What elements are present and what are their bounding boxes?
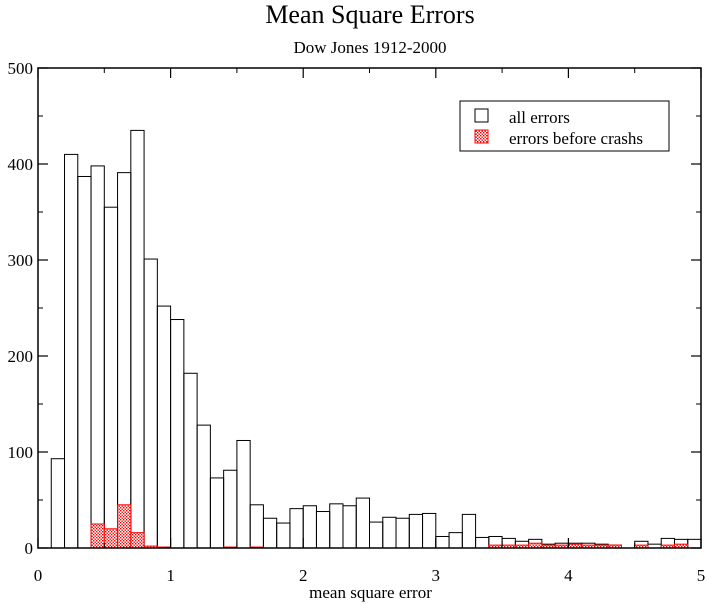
all-errors-bar-16 [262, 517, 278, 549]
x-tick-label-5: 5 [697, 566, 706, 585]
crash-errors-bar-2 [117, 504, 132, 549]
y-tick-label-2: 200 [8, 347, 34, 366]
axis-ticks: 0 1 2 3 4 5 0 100 200 300 400 500 [8, 59, 706, 585]
all-errors-bar-22 [342, 505, 357, 549]
all-errors-bar-8 [156, 305, 172, 549]
crash-errors-bar-3 [130, 532, 145, 549]
all-errors-bar-1 [64, 153, 79, 549]
y-tick-label-0: 0 [25, 539, 34, 558]
x-tick-label-0: 0 [34, 566, 43, 585]
all-errors-bar-31 [461, 513, 477, 549]
all-errors-bar-32 [475, 536, 490, 549]
all-errors-bar-29 [435, 535, 450, 549]
all-errors-bar-0 [50, 458, 66, 549]
y-tick-label-1: 100 [8, 443, 34, 462]
legend-box [459, 100, 670, 152]
all-errors-bar-14 [236, 439, 251, 549]
all-errors-bars [50, 129, 702, 549]
crash-errors-bar-0 [90, 523, 105, 549]
x-tick-label-1: 1 [166, 566, 175, 585]
all-errors-bar-5 [117, 172, 132, 549]
all-errors-bar-9 [170, 319, 185, 549]
all-errors-bar-17 [276, 522, 291, 549]
x-axis-label: mean square error [309, 583, 432, 602]
legend-label-all-errors: all errors [509, 108, 570, 127]
all-errors-bar-12 [209, 477, 225, 549]
all-errors-bar-28 [422, 512, 437, 549]
all-errors-bar-3 [90, 165, 105, 549]
all-errors-bar-7 [143, 258, 158, 549]
crash-errors-bar-1 [103, 528, 119, 549]
all-errors-bar-20 [315, 511, 331, 549]
legend: all errors errors before crashs [459, 100, 670, 152]
all-errors-bar-18 [289, 508, 304, 549]
all-errors-bar-47 [687, 538, 702, 549]
y-tick-label-4: 400 [8, 155, 34, 174]
legend-swatch-all-errors [474, 108, 489, 123]
legend-label-crash-errors: errors before crashs [509, 129, 643, 148]
all-errors-bar-25 [382, 516, 397, 549]
all-errors-bar-23 [355, 497, 370, 549]
all-errors-bar-2 [77, 175, 92, 549]
all-errors-bar-26 [395, 517, 410, 549]
x-tick-label-3: 3 [432, 566, 441, 585]
all-errors-bar-30 [448, 532, 463, 549]
crash-errors-bars [90, 504, 689, 549]
all-errors-bar-19 [302, 505, 317, 549]
all-errors-bar-15 [249, 504, 264, 549]
all-errors-bar-24 [369, 521, 384, 549]
all-errors-bar-10 [183, 372, 198, 549]
x-tick-label-2: 2 [299, 566, 308, 585]
all-errors-bar-4 [103, 206, 119, 549]
y-tick-label-5: 500 [8, 59, 34, 78]
all-errors-bar-6 [130, 129, 145, 549]
all-errors-bar-21 [329, 503, 344, 549]
all-errors-bar-13 [223, 469, 238, 549]
all-errors-bar-27 [408, 513, 424, 549]
all-errors-bar-11 [196, 424, 211, 549]
chart-subtitle: Dow Jones 1912-2000 [293, 38, 447, 57]
x-tick-label-4: 4 [564, 566, 573, 585]
legend-swatch-crash-errors [474, 129, 489, 144]
y-tick-label-3: 300 [8, 251, 34, 270]
chart-title: Mean Square Errors [265, 0, 475, 29]
